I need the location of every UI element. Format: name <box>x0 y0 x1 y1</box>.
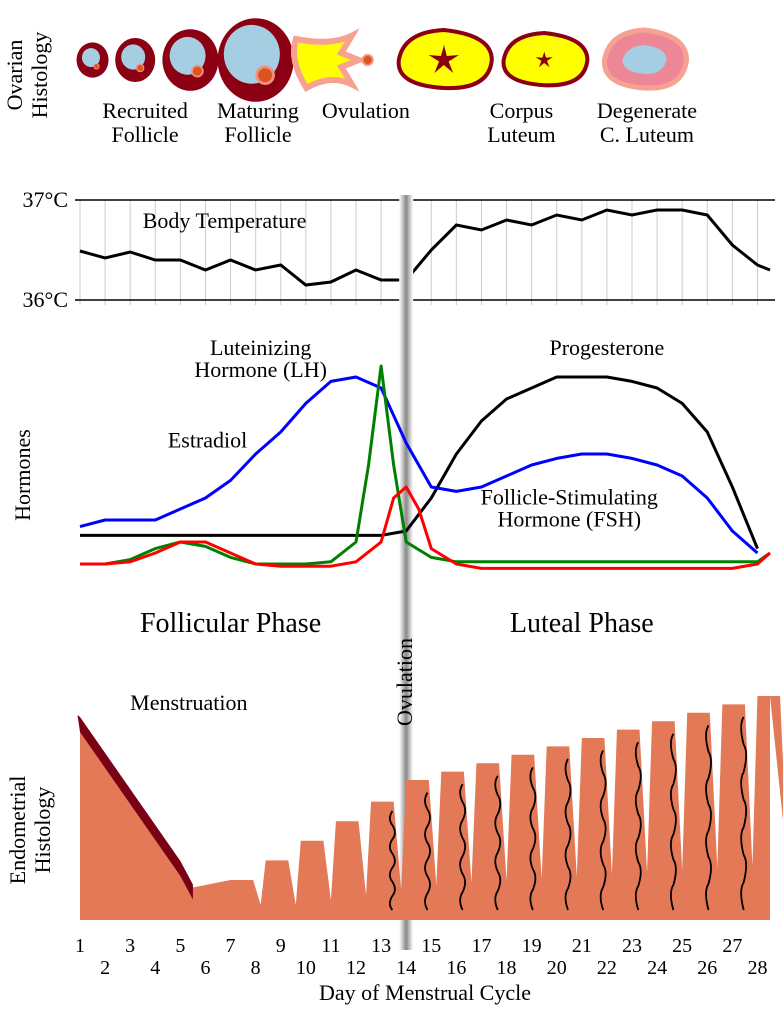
ovarian-label-4-1: Degenerate <box>597 98 697 123</box>
xaxis-tick-13: 13 <box>371 935 391 957</box>
xaxis-tick-19: 19 <box>522 935 542 957</box>
oocyte <box>94 64 99 69</box>
ovarian-ylabel-2: Histology <box>27 32 52 119</box>
ovarian-ylabel-1: Ovarian <box>2 40 27 111</box>
menstruation-label: Menstruation <box>130 690 247 715</box>
ovarian-label-2-1: Ovulation <box>322 98 410 123</box>
xaxis-tick-24: 24 <box>647 957 667 979</box>
xaxis-tick-20: 20 <box>547 957 567 979</box>
xaxis-tick-16: 16 <box>446 957 466 979</box>
xaxis-tick-18: 18 <box>497 957 517 979</box>
hormones-ylabel: Hormones <box>10 429 35 521</box>
xaxis-tick-23: 23 <box>622 935 642 957</box>
oocyte <box>193 67 202 76</box>
xaxis-tick-12: 12 <box>346 957 366 979</box>
xaxis-tick-27: 27 <box>722 935 742 957</box>
ovulation-vertical-label: Ovulation <box>392 638 417 726</box>
ovarian-label-1-1: Maturing <box>217 98 299 123</box>
endometrium-shape <box>80 696 783 920</box>
xaxis-tick-26: 26 <box>697 957 717 979</box>
xaxis-tick-9: 9 <box>276 935 286 957</box>
ovarian-label-0-1: Recruited <box>102 98 188 123</box>
xaxis-tick-22: 22 <box>597 957 617 979</box>
fsh-line <box>80 487 770 568</box>
body-temperature-label: Body Temperature <box>143 208 307 233</box>
xaxis-tick-25: 25 <box>672 935 692 957</box>
lh-label-2: Hormone (LH) <box>194 357 327 382</box>
luteal-phase-label: Luteal Phase <box>510 608 654 639</box>
estradiol-label: Estradiol <box>168 427 247 452</box>
xaxis-tick-2: 2 <box>100 957 110 979</box>
oocyte <box>137 65 143 71</box>
xaxis-tick-3: 3 <box>125 935 135 957</box>
endometrial-ylabel-2: Histology <box>30 787 55 874</box>
ovarian-label-1-2: Follicle <box>224 122 291 147</box>
ovarian-label-4-2: C. Luteum <box>600 122 694 147</box>
xaxis-tick-28: 28 <box>747 957 767 979</box>
xaxis-tick-7: 7 <box>226 935 236 957</box>
oocyte <box>258 68 272 82</box>
temp-37-label: 37°C <box>23 187 68 212</box>
xaxis-tick-1: 1 <box>75 935 85 957</box>
xaxis-tick-5: 5 <box>175 935 185 957</box>
ovarian-label-3-1: Corpus <box>490 98 554 123</box>
ovarian-label-3-2: Luteum <box>487 122 555 147</box>
xaxis-tick-15: 15 <box>421 935 441 957</box>
xaxis-tick-6: 6 <box>200 957 210 979</box>
xaxis-tick-17: 17 <box>471 935 491 957</box>
progesterone-label: Progesterone <box>549 335 664 360</box>
xaxis-tick-11: 11 <box>321 935 340 957</box>
ovarian-label-0-2: Follicle <box>111 122 178 147</box>
xaxis-label: Day of Menstrual Cycle <box>319 980 531 1005</box>
endometrial-ylabel-1: Endometrial <box>5 776 30 885</box>
follicular-phase-label: Follicular Phase <box>140 608 321 639</box>
xaxis-tick-14: 14 <box>396 957 416 979</box>
xaxis-tick-8: 8 <box>251 957 261 979</box>
xaxis-tick-10: 10 <box>296 957 316 979</box>
xaxis-tick-21: 21 <box>572 935 592 957</box>
estradiol-line <box>80 377 757 553</box>
xaxis-tick-4: 4 <box>150 957 160 979</box>
ovulation-follicle <box>294 36 359 89</box>
fsh-label-2: Hormone (FSH) <box>497 507 641 532</box>
released-oocyte <box>364 56 372 64</box>
temp-36-label: 36°C <box>23 287 68 312</box>
